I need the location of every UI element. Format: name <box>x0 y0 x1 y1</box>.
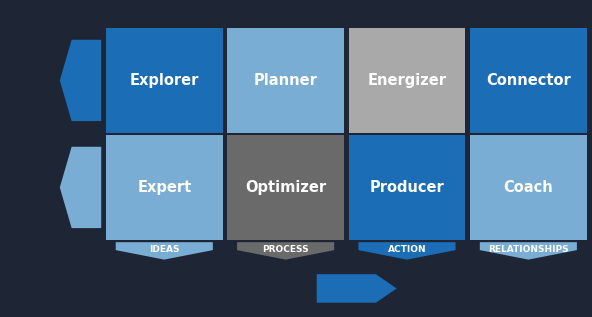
Text: Producer: Producer <box>369 180 445 195</box>
Text: Energizer: Energizer <box>368 73 446 88</box>
FancyBboxPatch shape <box>227 28 344 133</box>
Text: Coach: Coach <box>503 180 554 195</box>
Text: ACTION: ACTION <box>388 245 426 254</box>
Polygon shape <box>60 147 101 228</box>
Polygon shape <box>60 40 101 121</box>
Text: Explorer: Explorer <box>130 73 199 88</box>
Polygon shape <box>480 242 577 260</box>
Text: Connector: Connector <box>486 73 571 88</box>
Polygon shape <box>317 274 397 303</box>
FancyBboxPatch shape <box>106 28 223 133</box>
Text: Planner: Planner <box>254 73 317 88</box>
FancyBboxPatch shape <box>349 28 465 133</box>
Text: IDEAS: IDEAS <box>149 245 179 254</box>
Polygon shape <box>358 242 456 260</box>
Text: RELATIONSHIPS: RELATIONSHIPS <box>488 245 569 254</box>
FancyBboxPatch shape <box>227 135 344 240</box>
FancyBboxPatch shape <box>106 135 223 240</box>
FancyBboxPatch shape <box>470 135 587 240</box>
Polygon shape <box>237 242 334 260</box>
FancyBboxPatch shape <box>470 28 587 133</box>
Polygon shape <box>115 242 213 260</box>
Text: Expert: Expert <box>137 180 191 195</box>
FancyBboxPatch shape <box>349 135 465 240</box>
Text: Optimizer: Optimizer <box>245 180 326 195</box>
Text: PROCESS: PROCESS <box>262 245 309 254</box>
